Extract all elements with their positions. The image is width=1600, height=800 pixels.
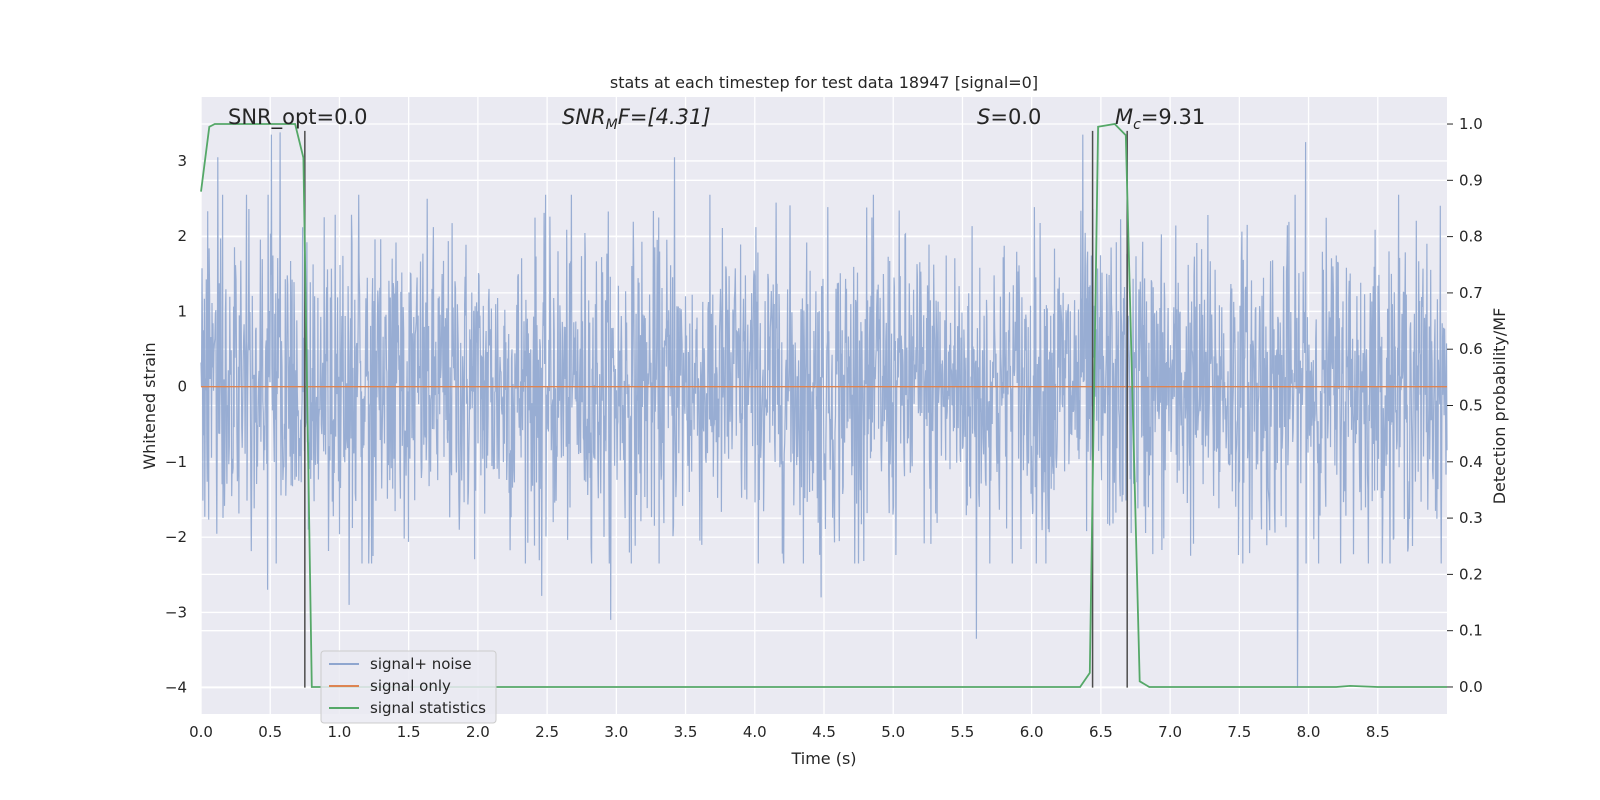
x-tick-label: 7.0 (1158, 723, 1182, 741)
y-tick-label-right: 0.7 (1459, 284, 1483, 302)
x-tick-label: 6.5 (1089, 723, 1113, 741)
snr-mf-sub: M (606, 117, 618, 133)
signal-plus-noise-line (200, 132, 1448, 688)
x-tick-label: 8.5 (1366, 723, 1390, 741)
y-tick-label-left: −4 (165, 679, 187, 697)
legend: signal+ noise signal only signal statist… (320, 650, 497, 724)
x-tick-label: 1.5 (397, 723, 421, 741)
x-tick-label: 4.0 (743, 723, 767, 741)
s-base: S (977, 105, 990, 129)
y-tick-label-right: 0.6 (1459, 340, 1483, 358)
chart-title: stats at each timestep for test data 189… (610, 73, 1038, 92)
signal-noise-series (200, 132, 1448, 688)
x-tick-label: 0.0 (189, 723, 213, 741)
x-axis-label: Time (s) (790, 749, 856, 768)
y-tick-label-right: 0.3 (1459, 509, 1483, 527)
mc-annotation: Mc=9.31 (1115, 105, 1205, 133)
y-tick-label-left: 2 (177, 227, 187, 245)
y-tick-label-right: 0.4 (1459, 453, 1483, 471)
x-tick-label: 2.0 (466, 723, 490, 741)
x-tick-label: 6.0 (1020, 723, 1044, 741)
mc-rest: =9.31 (1141, 105, 1205, 129)
x-tick-label: 5.5 (951, 723, 975, 741)
y-tick-label-right: 0.8 (1459, 228, 1483, 246)
snr-mf-annotation: SNRMF=[4.31] (562, 105, 711, 133)
y-tick-label-right: 1.0 (1459, 115, 1483, 133)
y-tick-label-right: 0.0 (1459, 678, 1483, 696)
s-annotation: S=0.0 (977, 105, 1041, 129)
x-tick-label: 3.5 (674, 723, 698, 741)
y-axis-label: Whitened strain (140, 342, 159, 469)
x-tick-label: 0.5 (258, 723, 282, 741)
legend-label-signal: signal only (370, 677, 451, 695)
x-tick-label: 1.0 (328, 723, 352, 741)
legend-label-noise: signal+ noise (370, 655, 472, 673)
snr-mf-base: SNR (562, 105, 606, 129)
legend-box (320, 650, 497, 724)
x-tick-label: 5.0 (881, 723, 905, 741)
y-tick-label-left: 0 (177, 378, 187, 396)
x-tick-label: 2.5 (535, 723, 559, 741)
y-tick-label-left: 3 (177, 152, 187, 170)
mc-base: M (1115, 105, 1133, 129)
x-tick-label: 3.0 (604, 723, 628, 741)
y-axis-label-right: Detection probability/MF (1490, 308, 1509, 505)
y-tick-label-right: 0.2 (1459, 565, 1483, 583)
y-tick-label-left: −3 (165, 603, 187, 621)
y-tick-label-right: 0.1 (1459, 622, 1483, 640)
signal-statistics-line (200, 123, 1447, 688)
y-tick-label-left: 1 (177, 302, 187, 320)
y-tick-label-left: −2 (165, 528, 187, 546)
legend-label-stats: signal statistics (370, 699, 486, 717)
tick-labels: 0.0 0.5 1.0 1.5 2.0 2.5 3.0 3.5 4.0 4.5 5.0 5.5 6.0 6… (165, 115, 1483, 741)
x-tick-label: 4.5 (812, 723, 836, 741)
line-series (200, 123, 1447, 688)
snr-opt-annotation: SNR_opt=0.0 (228, 105, 368, 130)
y-tick-label-right: 0.9 (1459, 171, 1483, 189)
y-tick-label-left: −1 (165, 453, 187, 471)
snr-mf-rest: F=[4.31] (618, 105, 711, 129)
x-tick-label: 8.0 (1297, 723, 1321, 741)
x-tick-label: 7.5 (1227, 723, 1251, 741)
y-tick-label-right: 0.5 (1459, 397, 1483, 415)
mc-sub: c (1133, 117, 1141, 133)
s-rest: =0.0 (990, 105, 1041, 129)
